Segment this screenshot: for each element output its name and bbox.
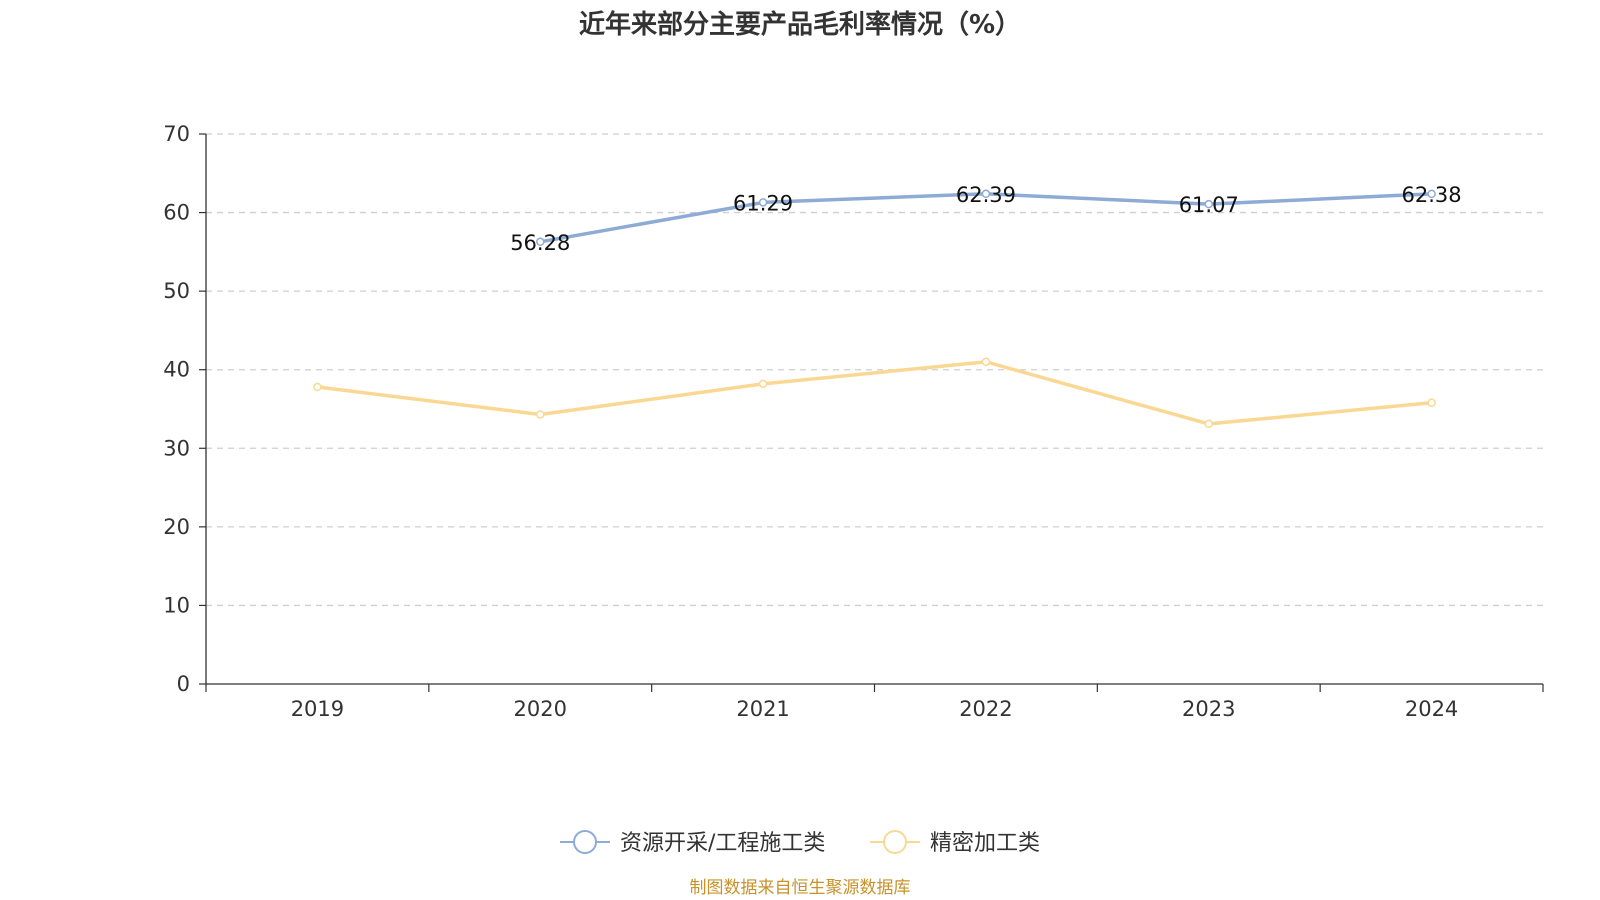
chart-title: 近年来部分主要产品毛利率情况（%） [579, 9, 1021, 40]
x-tick-label: 2022 [959, 697, 1012, 721]
data-point [1427, 398, 1436, 407]
x-tick-label: 2024 [1405, 697, 1458, 721]
y-tick-label: 40 [163, 358, 190, 382]
data-label: 62.38 [1402, 183, 1462, 207]
data-point [981, 189, 991, 199]
x-tick-label: 2023 [1182, 697, 1235, 721]
legend-label-1: 资源开采/工程施工类 [620, 831, 825, 856]
y-tick-label: 70 [163, 122, 190, 146]
data-point [758, 198, 768, 207]
data-label: 56.28 [510, 231, 570, 255]
data-point [536, 237, 545, 247]
y-tick-label: 50 [163, 279, 190, 303]
x-tick-label: 2021 [736, 697, 789, 721]
data-point [1204, 199, 1213, 209]
source-note: 制图数据来自恒生聚源数据库 [690, 878, 911, 898]
data-label: 62.39 [956, 183, 1016, 207]
data-point [758, 379, 768, 389]
y-tick-label: 30 [163, 436, 190, 460]
data-label: 61.07 [1179, 193, 1239, 217]
y-tick-label: 10 [163, 593, 190, 617]
data-labels: 56.28 61.29 62.39 61.07 62.38 [510, 183, 1461, 255]
data-point [1427, 189, 1436, 199]
legend: 资源开采/工程施工类 精密加工类 [560, 830, 1040, 856]
y-tick-label: 20 [163, 515, 190, 539]
x-tick-label: 2019 [291, 697, 344, 721]
data-point [1204, 419, 1213, 429]
data-point [536, 410, 545, 419]
legend-marker-2 [883, 830, 907, 854]
legend-label-2: 精密加工类 [930, 831, 1040, 856]
y-tick-label: 0 [177, 672, 190, 696]
data-point [981, 357, 991, 367]
grid-lines [206, 133, 1543, 607]
axes: 0 10 20 30 40 50 60 70 2019 2020 2021 2022 2023 2024 [163, 122, 1544, 721]
series-layer [313, 189, 1436, 429]
legend-marker-1 [573, 830, 597, 854]
data-point [313, 382, 322, 392]
data-label: 61.29 [733, 191, 793, 215]
series-line-2 [317, 360, 1432, 426]
x-tick-label: 2020 [514, 697, 567, 721]
y-tick-label: 60 [163, 201, 190, 225]
